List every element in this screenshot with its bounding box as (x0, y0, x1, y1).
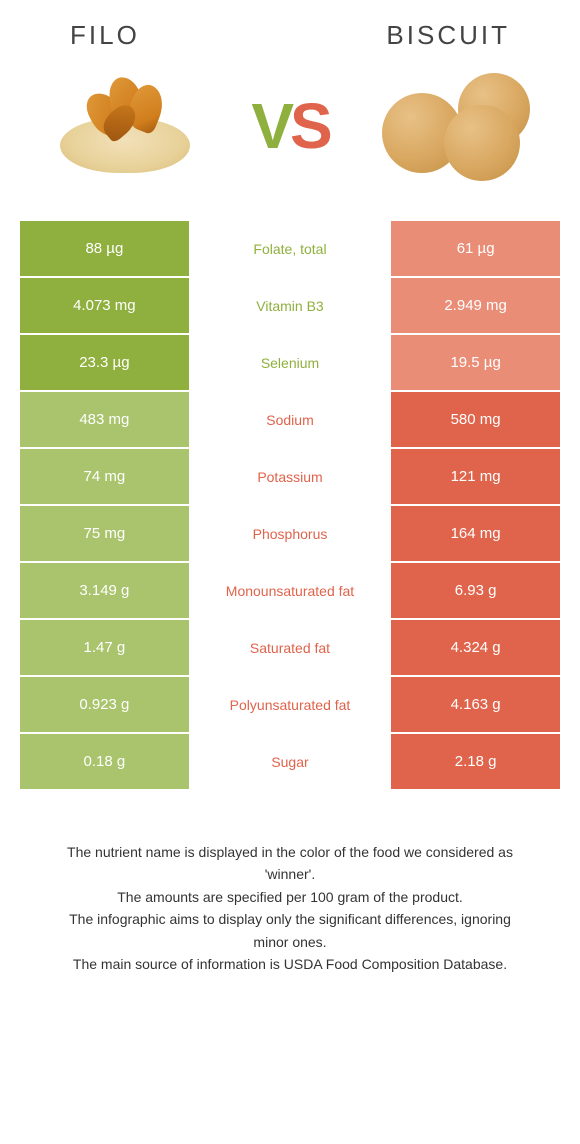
food-left-title: Filo (70, 20, 140, 51)
table-row: 75 mgPhosphorus164 mg (20, 506, 560, 563)
table-row: 1.47 gSaturated fat4.324 g (20, 620, 560, 677)
cell-left: 23.3 µg (20, 335, 189, 392)
cell-nutrient: Folate, total (189, 221, 392, 278)
cell-left: 1.47 g (20, 620, 189, 677)
cell-nutrient: Sodium (189, 392, 392, 449)
cell-nutrient: Monounsaturated fat (189, 563, 392, 620)
table-row: 23.3 µgSelenium19.5 µg (20, 335, 560, 392)
cell-nutrient: Sugar (189, 734, 392, 791)
table-row: 0.18 gSugar2.18 g (20, 734, 560, 791)
vs-v: V (251, 90, 290, 162)
footer-notes: The nutrient name is displayed in the co… (20, 791, 560, 975)
cell-right: 2.18 g (391, 734, 560, 791)
cell-nutrient: Potassium (189, 449, 392, 506)
cell-right: 4.324 g (391, 620, 560, 677)
cell-left: 483 mg (20, 392, 189, 449)
table-row: 88 µgFolate, total61 µg (20, 221, 560, 278)
table-row: 3.149 gMonounsaturated fat6.93 g (20, 563, 560, 620)
cell-nutrient: Phosphorus (189, 506, 392, 563)
cell-nutrient: Polyunsaturated fat (189, 677, 392, 734)
footer-line: The main source of information is USDA F… (50, 953, 530, 975)
cell-left: 88 µg (20, 221, 189, 278)
cell-nutrient: Selenium (189, 335, 392, 392)
cell-left: 0.18 g (20, 734, 189, 791)
cell-right: 580 mg (391, 392, 560, 449)
cell-right: 19.5 µg (391, 335, 560, 392)
cell-right: 61 µg (391, 221, 560, 278)
filo-icon (50, 71, 200, 181)
cell-right: 164 mg (391, 506, 560, 563)
cell-right: 4.163 g (391, 677, 560, 734)
table-row: 483 mgSodium580 mg (20, 392, 560, 449)
vs-label: VS (251, 94, 328, 158)
hero-row: VS (20, 71, 560, 221)
cell-left: 75 mg (20, 506, 189, 563)
cell-right: 6.93 g (391, 563, 560, 620)
cell-left: 4.073 mg (20, 278, 189, 335)
cell-nutrient: Vitamin B3 (189, 278, 392, 335)
food-right-title: Biscuit (386, 20, 510, 51)
table-row: 74 mgPotassium121 mg (20, 449, 560, 506)
cell-right: 2.949 mg (391, 278, 560, 335)
table-row: 4.073 mgVitamin B32.949 mg (20, 278, 560, 335)
table-row: 0.923 gPolyunsaturated fat4.163 g (20, 677, 560, 734)
vs-s: S (290, 90, 329, 162)
nutrient-table: 88 µgFolate, total61 µg4.073 mgVitamin B… (20, 221, 560, 791)
cell-left: 74 mg (20, 449, 189, 506)
cell-right: 121 mg (391, 449, 560, 506)
cell-left: 3.149 g (20, 563, 189, 620)
cell-left: 0.923 g (20, 677, 189, 734)
footer-line: The infographic aims to display only the… (50, 908, 530, 953)
cell-nutrient: Saturated fat (189, 620, 392, 677)
biscuit-icon (380, 71, 530, 181)
title-row: Filo Biscuit (20, 20, 560, 71)
infographic: Filo Biscuit VS 88 µgFolate, total61 µg4… (0, 0, 580, 975)
footer-line: The amounts are specified per 100 gram o… (50, 886, 530, 908)
footer-line: The nutrient name is displayed in the co… (50, 841, 530, 886)
